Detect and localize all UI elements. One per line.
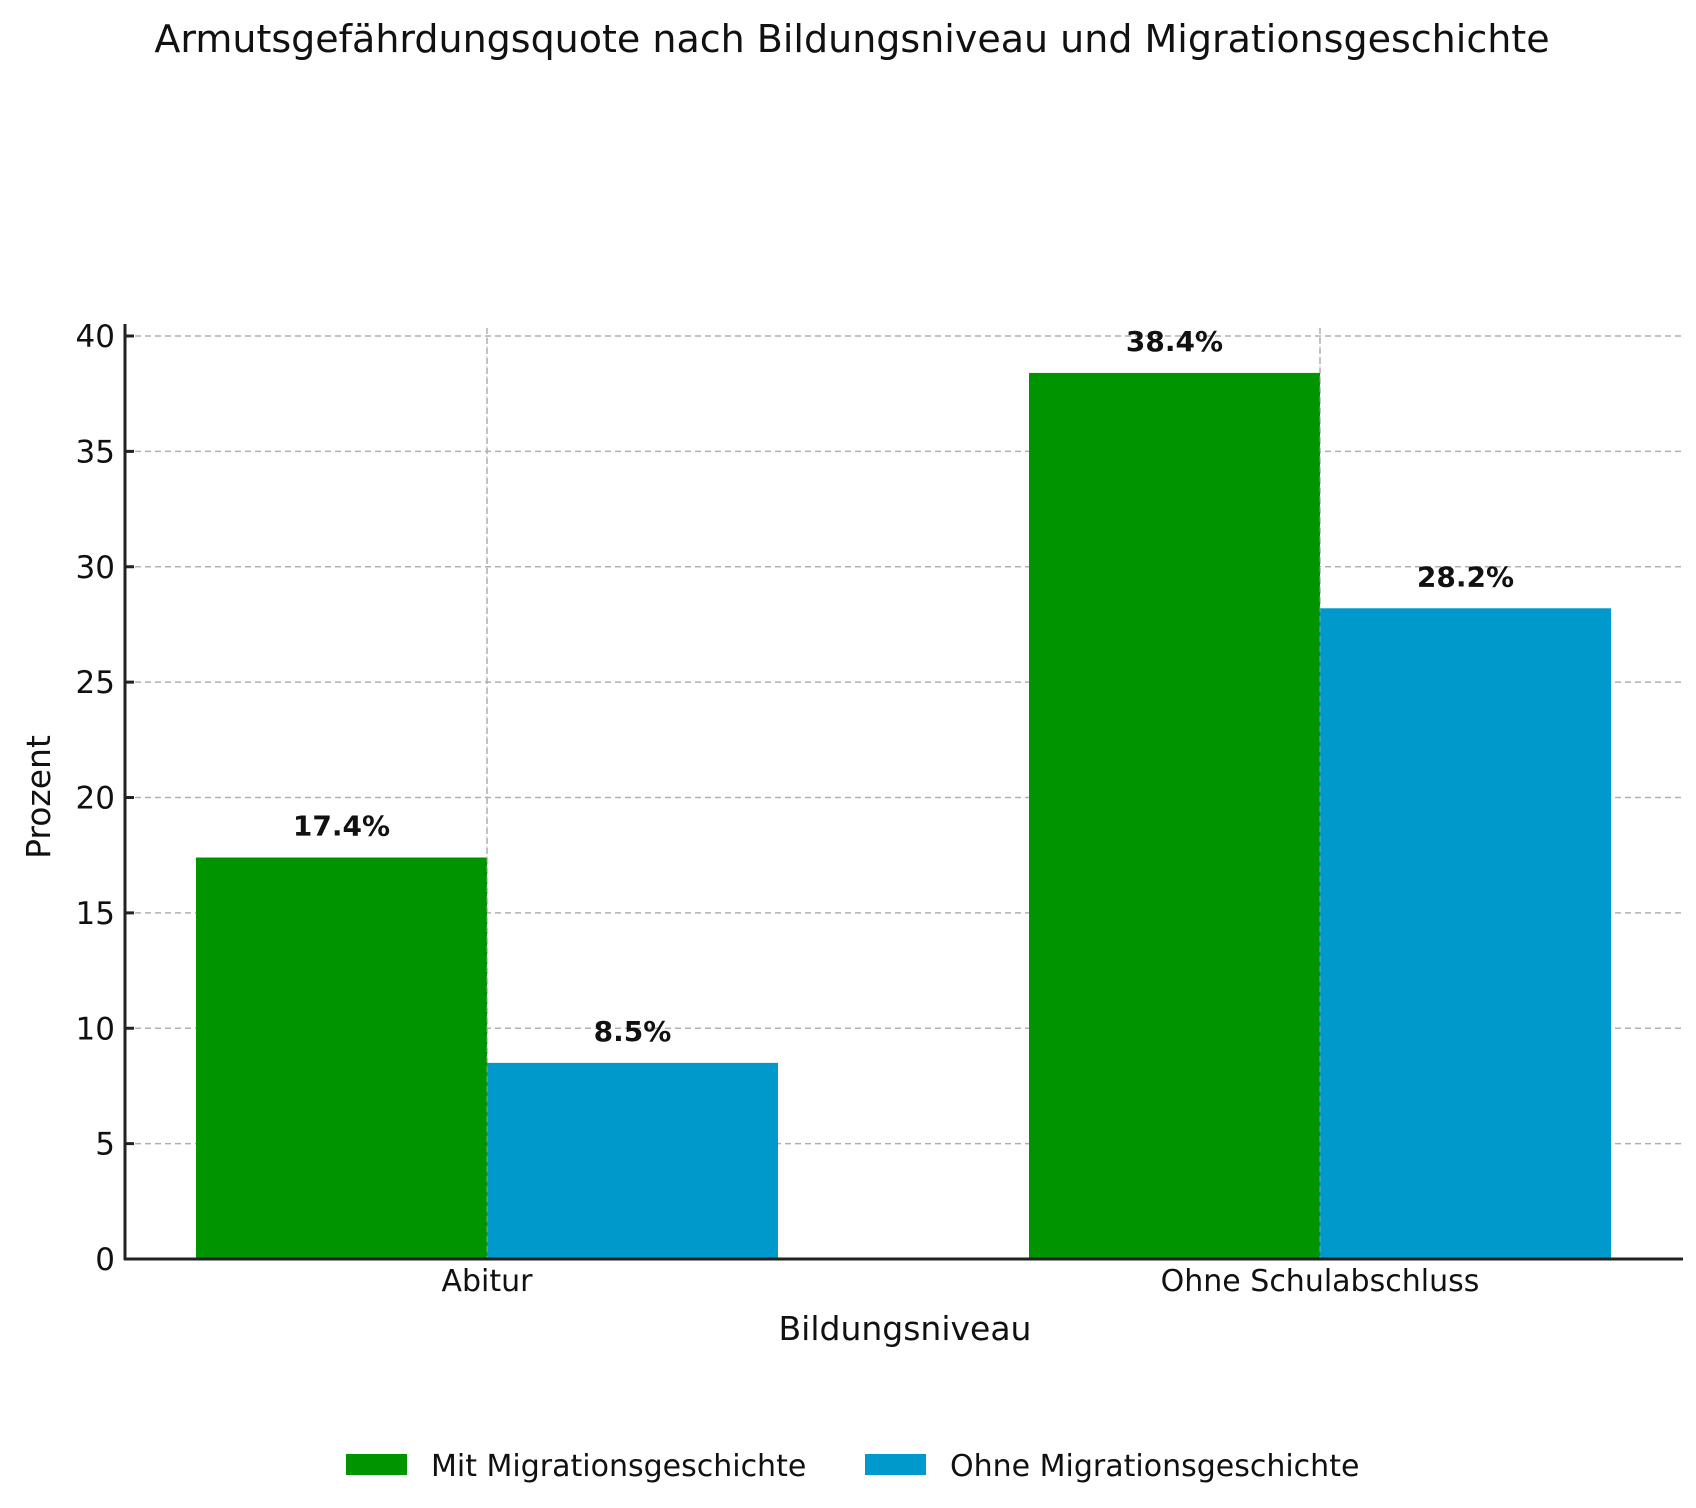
y-tick-label: 40 (76, 319, 115, 355)
legend-swatch (346, 1454, 407, 1475)
y-tick-label: 10 (76, 1011, 115, 1047)
axes: 0 5 10 15 20 25 30 35 40 Abitur Ohne Schulabschlus… (76, 319, 1683, 1299)
bar (1320, 608, 1611, 1259)
data-label: 28.2% (1417, 560, 1514, 593)
legend-swatch (865, 1454, 926, 1475)
bar (196, 857, 487, 1259)
data-label: 38.4% (1126, 325, 1223, 358)
legend: Mit Migrationsgeschichte Ohne Migrationsg… (346, 1449, 1359, 1484)
y-tick-label: 20 (76, 781, 115, 817)
y-tick-label: 15 (76, 896, 115, 932)
y-axis-label: Prozent (19, 735, 58, 859)
y-tick-label: 35 (76, 434, 115, 470)
bars: 17.4% 38.4% 8.5% 28.2% (196, 325, 1611, 1259)
data-label: 8.5% (594, 1015, 672, 1048)
bar (1029, 372, 1320, 1259)
y-tick-label: 30 (76, 550, 115, 586)
bar (487, 1062, 778, 1259)
y-tick-label: 0 (95, 1242, 115, 1278)
chart-title: Armutsgefährdungsquote nach Bildungsnive… (154, 17, 1549, 61)
x-tick-label: Abitur (441, 1264, 533, 1299)
y-tick-label: 5 (95, 1127, 115, 1163)
x-tick-label: Ohne Schulabschluss (1161, 1264, 1480, 1299)
y-tick-label: 25 (76, 665, 115, 701)
x-axis-label: Bildungsniveau (779, 1309, 1032, 1348)
legend-label: Ohne Migrationsgeschichte (950, 1449, 1359, 1484)
data-label: 17.4% (293, 809, 390, 842)
legend-label: Mit Migrationsgeschichte (431, 1449, 806, 1484)
